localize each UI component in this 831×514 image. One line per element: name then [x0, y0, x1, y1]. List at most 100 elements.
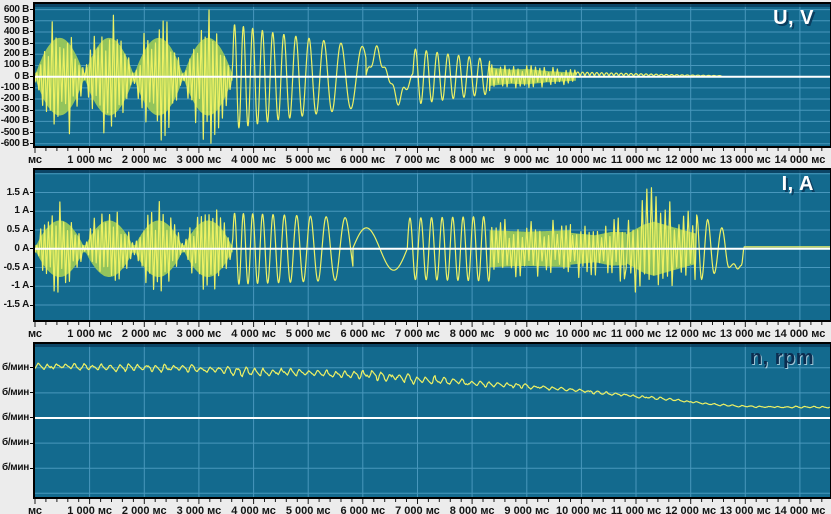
x-axis-label: мс [28, 328, 42, 340]
current-trace [35, 187, 830, 293]
top-shade [35, 344, 830, 347]
current-panel: 1.5 А 1 А 0.5 А 0 А -0.5 А -1 А -1.5 А I, A [0, 168, 831, 322]
y-axis-tick [30, 210, 33, 212]
y-axis-tick [30, 20, 33, 22]
y-axis-label: 400 В [3, 25, 29, 37]
y-axis-label: 100 В [3, 59, 29, 71]
speed-panel: б/мин б/мин б/мин б/мин б/мин n, rpm [0, 342, 831, 499]
x-axis-label: 13 000 мс [720, 154, 771, 166]
speed-x-axis: мс 1 000 мс 2 000 мс 3 000 мс 4 000 мс 5 000 … [0, 499, 831, 514]
x-axis-strip: мс 1 000 мс 2 000 мс 3 000 мс 4 000 мс 5 000 … [28, 148, 826, 166]
x-axis-label: 11 000 мс [611, 505, 661, 514]
x-axis-label: 3 000 мс [177, 328, 222, 340]
voltage-waveform [35, 4, 830, 146]
x-axis-label: 9 000 мс [504, 154, 549, 166]
x-axis-label: 4 000 мс [231, 154, 276, 166]
x-axis-label: 6 000 мс [340, 505, 385, 514]
x-axis-label: 10 000 мс [556, 505, 607, 514]
y-axis-tick [30, 267, 33, 268]
y-axis-tick [30, 31, 33, 33]
y-axis-tick [30, 120, 33, 122]
x-axis-label: 1 000 мс [67, 505, 112, 514]
x-axis-label: 11 000 мс [611, 154, 661, 166]
y-axis-tick [30, 467, 33, 469]
x-axis-label: 9 000 мс [504, 328, 549, 340]
y-axis-tick [30, 143, 33, 145]
current-plot: I, A [33, 168, 831, 322]
x-axis-ticks [34, 148, 823, 153]
y-axis-label: -1.5 А [3, 299, 30, 310]
top-shade [35, 170, 830, 173]
y-axis-tick [30, 192, 33, 193]
y-axis-label: 0.5 А [6, 224, 30, 235]
voltage-x-axis: мс 1 000 мс 2 000 мс 3 000 мс 4 000 мс 5 000 … [0, 148, 831, 168]
y-axis-label: -0.5 А [3, 261, 30, 273]
y-axis-tick [30, 98, 33, 100]
y-axis-tick [30, 9, 33, 11]
y-axis-tick [30, 229, 33, 231]
x-axis-label: 12 000 мс [665, 505, 716, 514]
x-axis-label: мс [28, 505, 42, 514]
y-axis-tick [30, 417, 33, 419]
x-axis-label: 5 000 мс [286, 328, 331, 340]
y-axis-label: 500 В [3, 14, 29, 26]
x-axis-strip: мс 1 000 мс 2 000 мс 3 000 мс 4 000 мс 5 000 … [28, 499, 826, 514]
y-axis-tick [30, 285, 33, 287]
y-axis-label: -600 В [0, 137, 30, 149]
grid-lines [35, 344, 830, 497]
x-axis-label: 13 000 мс [720, 328, 771, 340]
y-axis-tick [30, 53, 33, 55]
x-axis-label: 13 000 мс [720, 505, 771, 514]
y-axis-label: 1 А [14, 205, 29, 217]
y-axis-tick [30, 76, 33, 78]
x-axis-label: 1 000 мс [67, 328, 112, 340]
x-axis-label: 14 000 мс [775, 328, 826, 340]
y-axis-label: 1.5 А [6, 186, 30, 198]
x-axis-label: 5 000 мс [286, 505, 331, 514]
y-axis-label: б/мин [1, 411, 29, 423]
y-axis-label: б/мин [1, 437, 29, 449]
y-axis-tick [30, 87, 33, 89]
y-axis-label: б/мин [1, 361, 29, 373]
y-axis-label: -400 В [0, 115, 30, 127]
voltage-plot: U, V [33, 2, 831, 148]
y-axis-label: -100 В [0, 81, 30, 93]
current-y-axis: 1.5 А 1 А 0.5 А 0 А -0.5 А -1 А -1.5 А [0, 168, 33, 322]
y-axis-tick [30, 248, 33, 250]
x-axis-ticks [34, 322, 823, 327]
x-axis-label: 2 000 мс [122, 328, 167, 340]
x-axis-label: 12 000 мс [665, 154, 716, 166]
y-axis-tick [30, 442, 33, 444]
y-axis-label: б/мин [1, 386, 29, 398]
x-axis-label: 6 000 мс [340, 328, 385, 340]
y-axis-label: 0 А [14, 242, 29, 254]
speed-y-axis: б/мин б/мин б/мин б/мин б/мин [0, 342, 33, 499]
x-axis-label: 14 000 мс [775, 154, 826, 166]
x-axis-label: 7 000 мс [395, 505, 440, 514]
speed-waveform [35, 344, 830, 497]
y-axis-tick [30, 109, 33, 111]
voltage-trace [35, 9, 830, 144]
y-axis-label: 0 В [14, 70, 29, 82]
y-axis-label: 300 В [3, 37, 29, 49]
top-shade [35, 4, 830, 7]
x-axis-label: мс [28, 154, 42, 166]
x-axis-label: 3 000 мс [177, 154, 222, 166]
x-axis-label: 2 000 мс [122, 505, 167, 514]
x-axis-label: 14 000 мс [775, 505, 826, 514]
x-axis-strip: мс 1 000 мс 2 000 мс 3 000 мс 4 000 мс 5 000 … [28, 322, 826, 340]
x-axis-label: 10 000 мс [556, 328, 607, 340]
y-axis-tick [30, 392, 33, 394]
x-axis-label: 12 000 мс [665, 328, 716, 340]
x-axis-label: 8 000 мс [450, 505, 495, 514]
y-axis-tick [30, 64, 33, 66]
y-axis-label: -200 В [0, 93, 30, 105]
x-axis-label: 1 000 мс [67, 154, 112, 166]
x-axis-label: 8 000 мс [450, 328, 495, 340]
current-waveform [35, 170, 830, 320]
x-axis-label: 7 000 мс [395, 154, 440, 166]
current-x-axis: мс 1 000 мс 2 000 мс 3 000 мс 4 000 мс 5 000 … [0, 322, 831, 342]
y-axis-label: -500 В [0, 126, 30, 138]
